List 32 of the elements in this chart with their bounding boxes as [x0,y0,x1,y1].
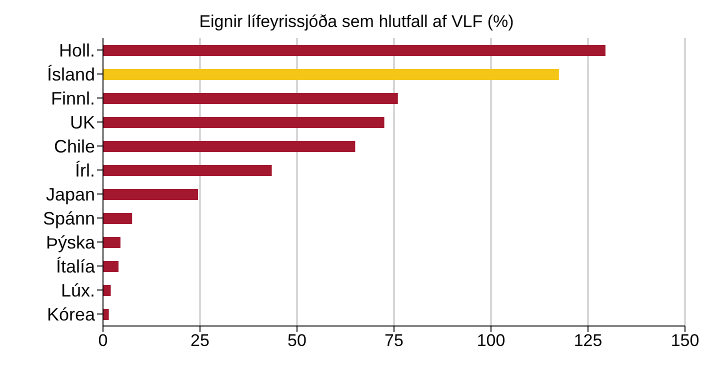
y-tick-label: Finnl. [50,88,95,108]
y-tick-label: Holl. [58,40,95,60]
bar [103,309,109,320]
x-tick-label: 25 [190,331,210,350]
bar [103,285,111,296]
bar [103,189,198,200]
x-tick-label: 125 [574,331,602,350]
y-tick-label: Ísland [46,64,95,84]
y-tick-label: Ítalía [56,256,96,276]
bar [103,237,120,248]
x-tick-label: 75 [384,331,404,350]
y-tick-label: Þýska [46,232,96,252]
bar [103,141,356,152]
bar [103,117,384,128]
y-tick-label: UK [70,112,95,132]
y-tick-label: Kórea [46,304,96,324]
bar [103,69,559,80]
bar [103,45,606,56]
x-tick-label: 50 [288,331,306,350]
y-tick-label: Írl. [75,160,95,180]
y-tick-label: Spánn [42,208,95,228]
bar [103,261,119,272]
y-tick-label: Japan [46,184,95,204]
x-tick-label: 100 [476,331,506,350]
bar [103,165,272,176]
bar [103,213,132,224]
x-tick-label: 0 [98,331,108,350]
bar [103,93,398,104]
x-tick-label: 150 [670,331,700,350]
y-tick-label: Chile [54,136,95,156]
chart-title: Eignir lífeyrissjóða sem hlutfall af VLF (%) [198,11,515,33]
y-tick-label: Lúx. [60,280,95,300]
